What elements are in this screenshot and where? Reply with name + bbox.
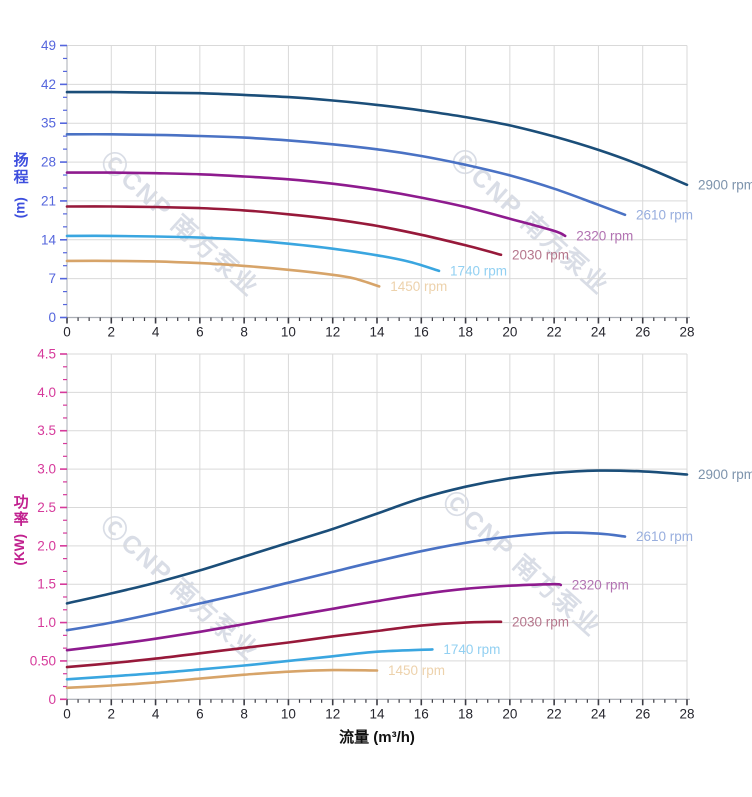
x-tick-label: 12 xyxy=(325,325,340,340)
x-tick-label: 10 xyxy=(281,706,296,721)
y-tick-label: 14 xyxy=(41,232,57,247)
curve-label-1740-rpm: 1740 rpm xyxy=(450,263,507,278)
y-axis-title-head: 扬程 (m) xyxy=(3,152,37,219)
y-tick-label: 7 xyxy=(48,271,56,286)
y-tick-label: 0 xyxy=(48,692,56,707)
x-tick-label: 0 xyxy=(63,325,71,340)
curve-label-2900-rpm: 2900 rpm xyxy=(698,467,752,482)
x-tick-label: 10 xyxy=(281,325,296,340)
y-axis-title-head-unit: (m) xyxy=(12,197,28,219)
y-tick-label: 4.0 xyxy=(37,385,56,400)
y-tick-label: 4.5 xyxy=(37,347,56,362)
y-tick-label: 0.50 xyxy=(30,653,56,668)
x-tick-label: 24 xyxy=(591,706,607,721)
y-tick-label: 21 xyxy=(41,193,56,208)
curve-label-2900-rpm: 2900 rpm xyxy=(698,177,752,192)
y-tick-label: 49 xyxy=(41,38,56,53)
x-tick-label: 8 xyxy=(240,706,248,721)
curve-label-1450-rpm: 1450 rpm xyxy=(390,279,447,294)
x-tick-label: 20 xyxy=(502,706,517,721)
curve-label-2610-rpm: 2610 rpm xyxy=(636,529,693,544)
curve-1740-rpm xyxy=(65,234,441,273)
y-tick-label: 2.0 xyxy=(37,538,56,553)
x-tick-label: 18 xyxy=(458,325,473,340)
curve-label-2030-rpm: 2030 rpm xyxy=(512,614,569,629)
x-tick-label: 16 xyxy=(414,706,429,721)
power-chart: 0 2 4 6 8 10 12 14 16 18 20 22 24 26 2800.501.01.52.02… xyxy=(30,347,752,722)
x-tick-label: 4 xyxy=(152,325,160,340)
curve-2610-rpm xyxy=(65,531,627,632)
curve-label-2610-rpm: 2610 rpm xyxy=(636,207,693,222)
curve-2030-rpm xyxy=(65,205,503,257)
x-tick-label: 18 xyxy=(458,706,473,721)
curve-label-1450-rpm: 1450 rpm xyxy=(388,663,445,678)
x-tick-label: 16 xyxy=(414,325,429,340)
curve-2900-rpm xyxy=(65,469,689,605)
y-axis-title-power-text: 功率 xyxy=(11,494,29,528)
y-tick-label: 3.0 xyxy=(37,462,56,477)
x-tick-label: 22 xyxy=(547,325,562,340)
y-tick-label: 35 xyxy=(41,116,56,131)
curve-label-2320-rpm: 2320 rpm xyxy=(576,228,633,243)
x-tick-label: 0 xyxy=(63,706,71,721)
curve-label-2320-rpm: 2320 rpm xyxy=(572,577,629,592)
x-tick-label: 28 xyxy=(679,706,694,721)
x-tick-label: 12 xyxy=(325,706,340,721)
y-axis-title-power: 功率 (KW) xyxy=(3,494,37,566)
x-tick-label: 2 xyxy=(108,325,116,340)
curve-2320-rpm xyxy=(65,582,563,652)
y-tick-label: 3.5 xyxy=(37,423,56,438)
y-tick-label: 42 xyxy=(41,77,56,92)
curve-2900-rpm xyxy=(65,90,689,187)
x-tick-label: 4 xyxy=(152,706,160,721)
x-tick-label: 20 xyxy=(502,325,517,340)
x-tick-label: 8 xyxy=(240,325,248,340)
x-tick-label: 22 xyxy=(547,706,562,721)
curve-2030-rpm xyxy=(65,620,503,669)
x-tick-label: 6 xyxy=(196,706,204,721)
x-tick-label: 14 xyxy=(369,706,385,721)
curve-1740-rpm xyxy=(65,648,434,681)
y-axis-title-head-text: 扬程 xyxy=(11,152,29,186)
x-tick-label: 6 xyxy=(196,325,204,340)
x-tick-label: 24 xyxy=(591,325,607,340)
x-tick-label: 26 xyxy=(635,325,650,340)
y-axis-title-power-unit: (KW) xyxy=(12,534,28,566)
curve-1450-rpm xyxy=(65,668,379,690)
curve-label-2030-rpm: 2030 rpm xyxy=(512,247,569,262)
curve-1450-rpm xyxy=(65,259,381,288)
curve-label-1740-rpm: 1740 rpm xyxy=(443,642,500,657)
y-tick-label: 0 xyxy=(48,310,56,325)
x-axis-title: 流量 (m³/h) xyxy=(339,729,415,746)
curve-2610-rpm xyxy=(65,132,627,217)
x-tick-label: 26 xyxy=(635,706,650,721)
y-tick-label: 1.0 xyxy=(37,615,56,630)
head-chart: 0 2 4 6 8 10 12 14 16 18 20 22 24 26 28071421283542492… xyxy=(41,38,752,340)
curve-2320-rpm xyxy=(65,171,567,238)
x-tick-label: 2 xyxy=(108,706,116,721)
x-tick-label: 14 xyxy=(369,325,385,340)
y-tick-label: 1.5 xyxy=(37,577,56,592)
y-tick-label: 2.5 xyxy=(37,500,56,515)
x-tick-label: 28 xyxy=(679,325,694,340)
y-tick-label: 28 xyxy=(41,155,56,170)
